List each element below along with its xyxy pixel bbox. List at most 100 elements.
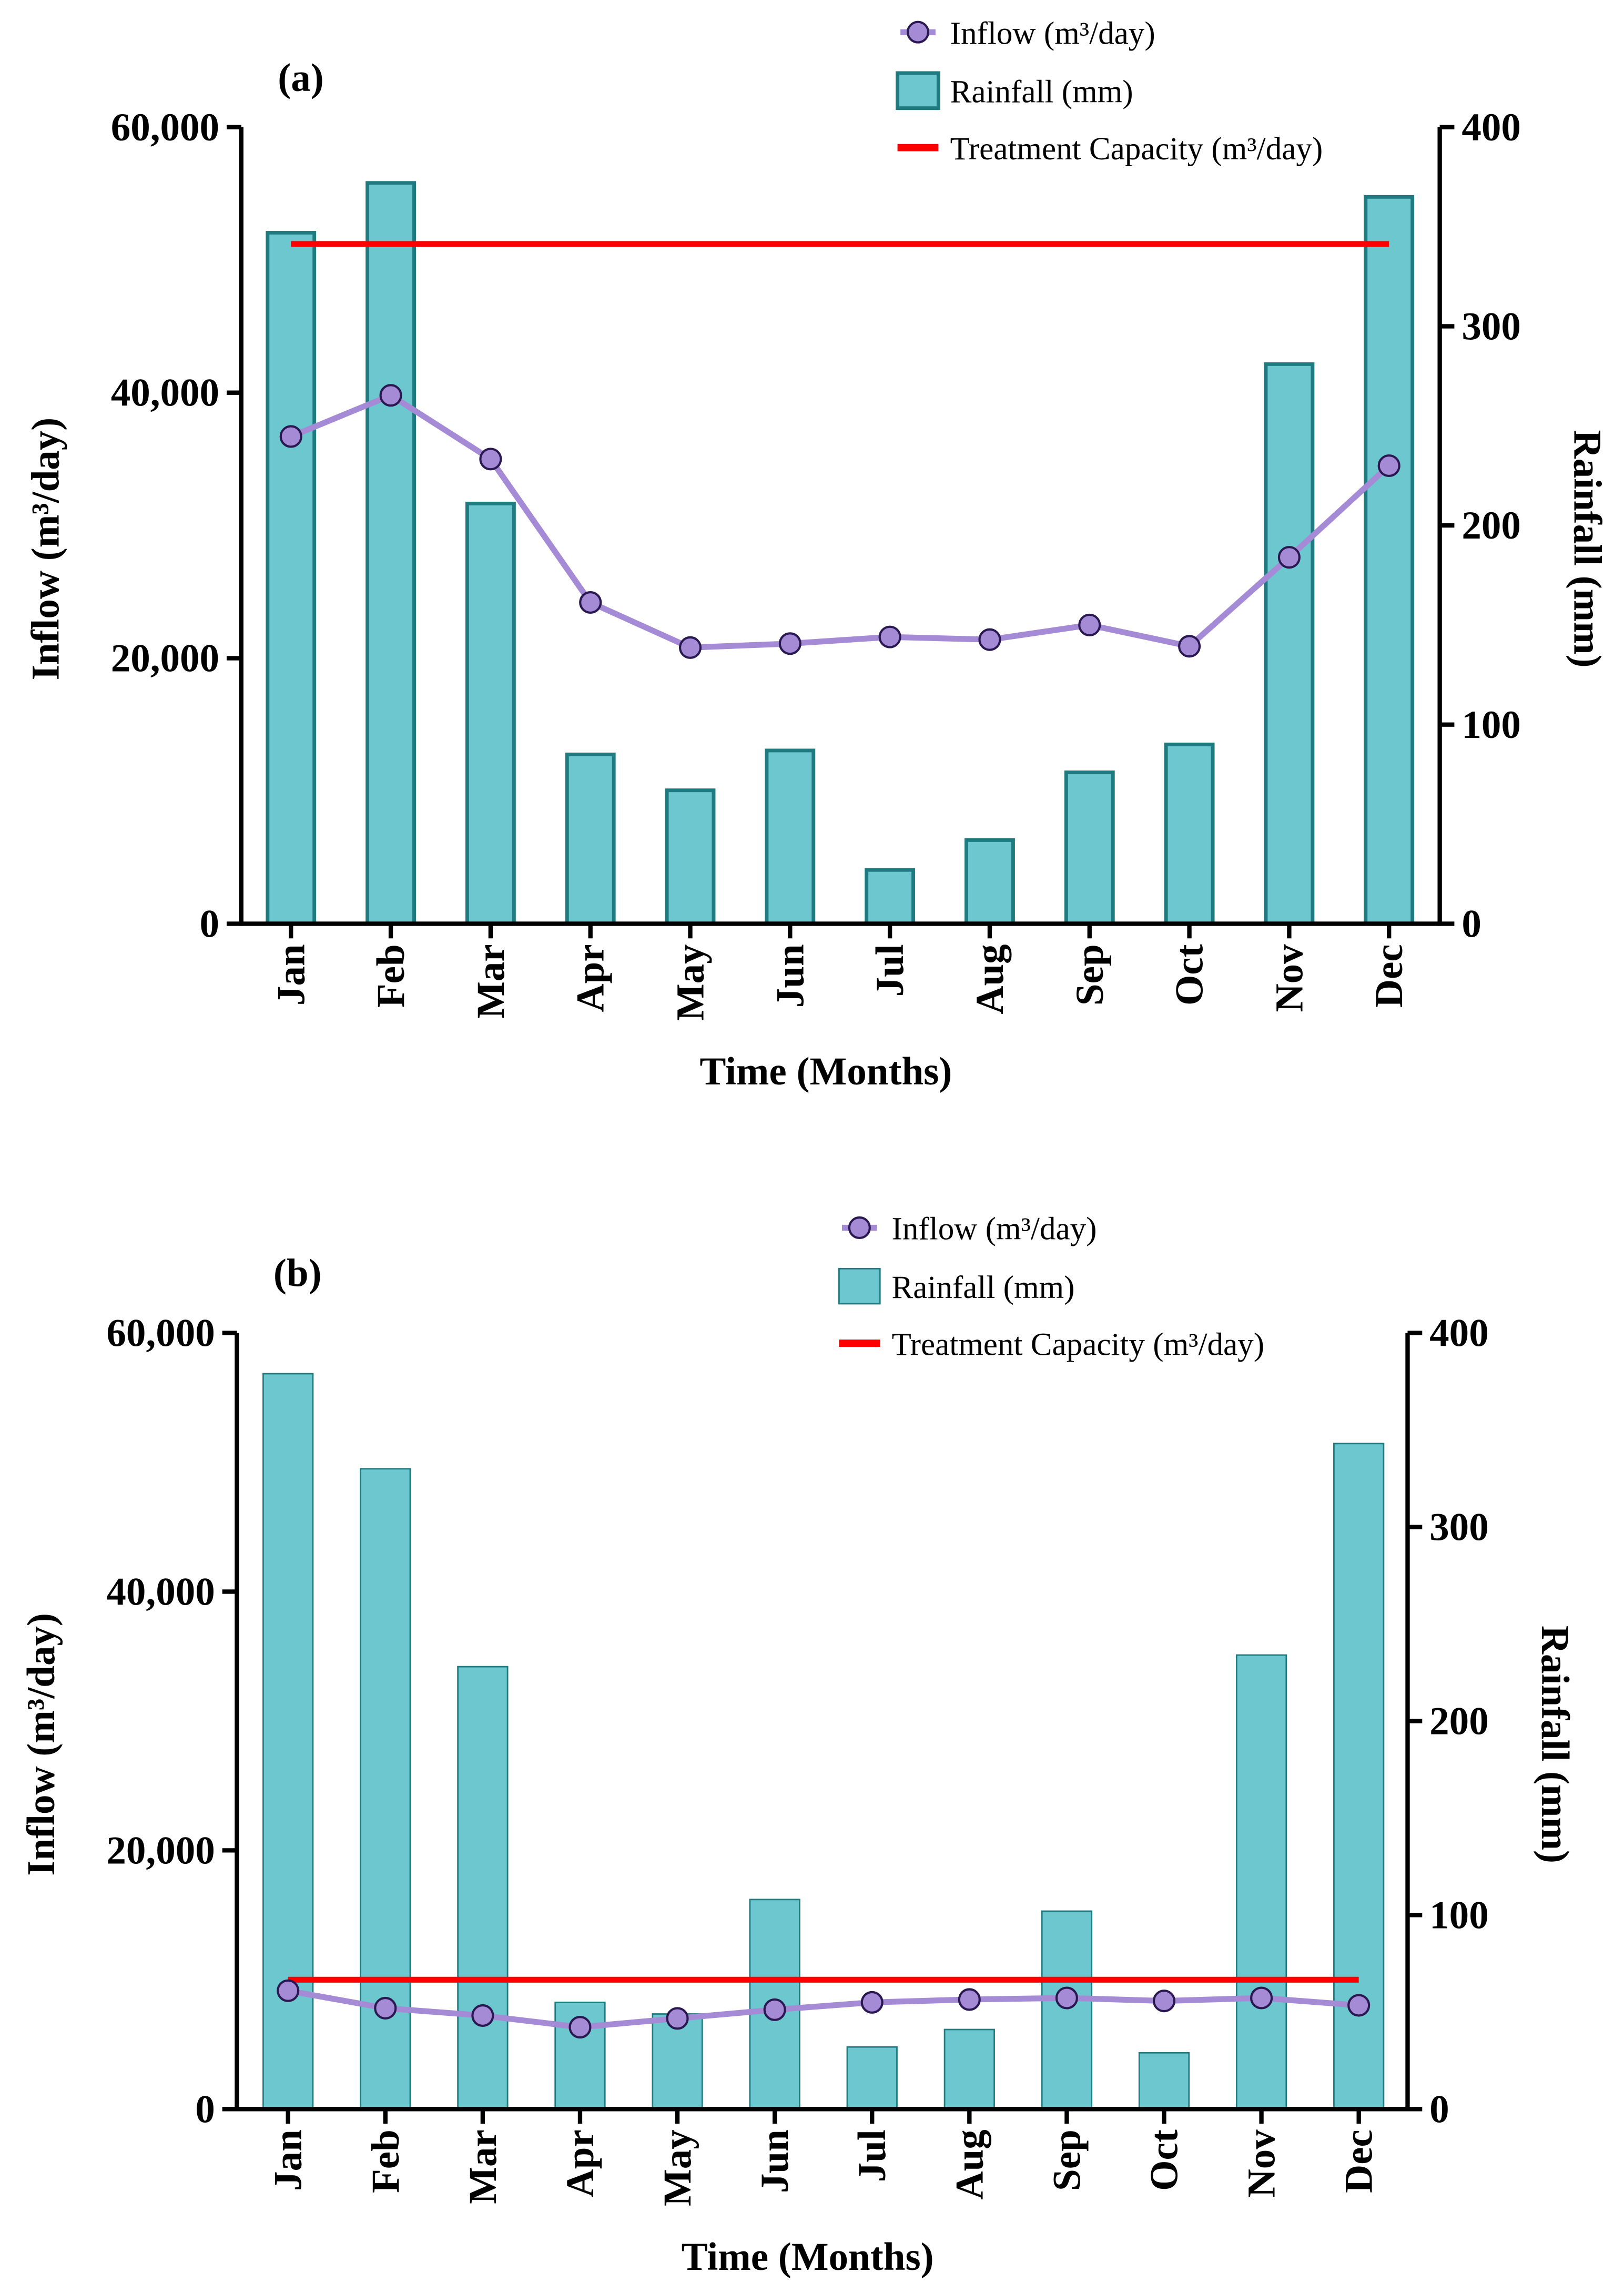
rainfall-bar-Sep [1064,770,1115,926]
x-tick-label: Jul [850,2129,894,2182]
legend-inflow-marker-icon [848,1216,871,1240]
inflow-point-Apr [579,591,602,614]
inflow-point-Aug [958,1988,981,2011]
right-tick-label: 100 [1461,703,1521,747]
inflow-point-Dec [1347,1994,1371,2017]
right-tick-label: 300 [1429,1506,1489,1549]
x-tick-label: Feb [369,944,413,1008]
inflow-point-Dec [1377,454,1400,478]
rainfall-bar-Feb [366,181,416,926]
rainfall-bar-Apr [565,753,616,926]
x-tick-label: Jun [768,944,812,1008]
x-tick-label: Jul [868,944,912,997]
legend: Inflow (m³/day) Rainfall (mm) Treatment Ca… [896,16,1323,167]
left-tick-label: 0 [200,902,220,946]
right-axis-title: Rainfall (mm) [1565,430,1609,668]
legend-rainfall-label: Rainfall (mm) [950,75,1133,110]
x-tick-label: Oct [1143,2129,1186,2191]
left-tick-label: 20,000 [111,637,219,681]
x-tick-label: Nov [1240,2129,1284,2198]
rainfall-bar-Oct [1138,2052,1190,2110]
chart-panel-b: 0 20,000 40,000 60,000 0 100 200 300 400 Jan Feb Ma… [19,1212,1577,2279]
inflow-point-Mar [479,448,502,471]
x-tick-label: Mar [461,2129,505,2204]
rainfall-bar-Jun [765,748,816,926]
left-tick-label: 0 [195,2087,215,2131]
inflow-point-Sep [1078,613,1101,636]
rainfall-bar-Aug [943,2028,995,2110]
x-axis-title: Time (Months) [699,1050,952,1093]
left-tick-label: 40,000 [106,1570,215,1614]
panel-label: (a) [278,56,323,99]
left-tick-label: 20,000 [106,1829,215,1872]
x-tick-label: Aug [948,2129,991,2199]
inflow-point-May [678,636,702,659]
right-tick-label: 400 [1429,1312,1489,1355]
rainfall-bar-Nov [1264,362,1315,926]
x-tick-label: Nov [1267,944,1311,1012]
inflow-point-Mar [471,2004,494,2027]
inflow-point-Sep [1055,1986,1078,2010]
inflow-point-Jan [277,1979,300,2002]
right-tick-label: 200 [1461,504,1521,547]
inflow-point-Aug [978,628,1001,651]
inflow-point-Jun [778,632,801,655]
left-axis-title: Inflow (m³/day) [19,1613,63,1876]
inflow-line [290,392,1391,651]
x-tick-label: Jun [753,2129,797,2193]
x-tick-label: Oct [1168,944,1212,1006]
inflow-point-Feb [379,384,402,407]
rainfall-bar-Aug [965,838,1015,926]
right-tick-label: 300 [1461,305,1521,348]
legend: Inflow (m³/day) Rainfall (mm) Treatment Ca… [838,1212,1264,1362]
legend-rainfall-swatch-icon [896,71,940,110]
x-tick-label: Dec [1337,2129,1381,2193]
legend-inflow-label: Inflow (m³/day) [950,16,1155,51]
rainfall-bar-May [652,2013,703,2110]
right-tick-label: 100 [1429,1893,1489,1937]
x-tick-label: Dec [1367,944,1411,1008]
x-tick-label: Sep [1045,2129,1089,2191]
rainfall-bar-Oct [1164,743,1215,926]
legend-capacity-label: Treatment Capacity (m³/day) [950,131,1323,167]
right-tick-label: 0 [1461,902,1481,946]
inflow-point-Jul [860,1991,884,2014]
x-tick-label: Jan [269,944,313,1006]
right-tick-label: 200 [1429,1699,1489,1743]
rainfall-bar-Dec [1364,195,1415,926]
rainfall-bar-Mar [457,1666,509,2110]
rainfall-bar-May [665,788,716,926]
inflow-point-Jul [878,625,901,648]
left-tick-label: 40,000 [111,371,219,415]
legend-rainfall-label: Rainfall (mm) [891,1270,1074,1305]
x-tick-label: Feb [364,2129,408,2193]
legend-inflow-label: Inflow (m³/day) [891,1212,1097,1247]
left-tick-label: 60,000 [106,1312,215,1355]
right-tick-label: 0 [1429,2087,1449,2131]
left-axis-title: Inflow (m³/day) [24,418,67,681]
inflow-point-Apr [569,2016,592,2039]
right-axis-title: Rainfall (mm) [1533,1626,1577,1863]
x-tick-label: Apr [569,944,613,1012]
inflow-point-Nov [1277,546,1301,569]
x-tick-label: Apr [559,2129,602,2197]
legend-inflow-marker-icon [906,21,930,44]
inflow-point-Oct [1178,635,1201,658]
inflow-point-Jan [279,425,302,448]
inflow-point-Nov [1250,1986,1273,2010]
inflow-point-Feb [374,1996,397,2020]
rainfall-bar-Jul [865,868,916,926]
x-tick-label: Jan [267,2129,310,2191]
inflow-line [287,1987,1359,2031]
legend-rainfall-swatch-icon [838,1267,881,1305]
rainfall-bar-Jul [846,2046,898,2110]
panel-label: (b) [273,1252,322,1295]
rainfall-bar-Jan [266,230,317,926]
rainfall-bar-Mar [465,501,516,926]
x-tick-label: Mar [469,944,513,1019]
x-axis-title: Time (Months) [682,2235,934,2279]
inflow-point-Oct [1152,1990,1176,2013]
x-tick-label: May [656,2129,699,2206]
left-tick-label: 60,000 [111,106,219,149]
